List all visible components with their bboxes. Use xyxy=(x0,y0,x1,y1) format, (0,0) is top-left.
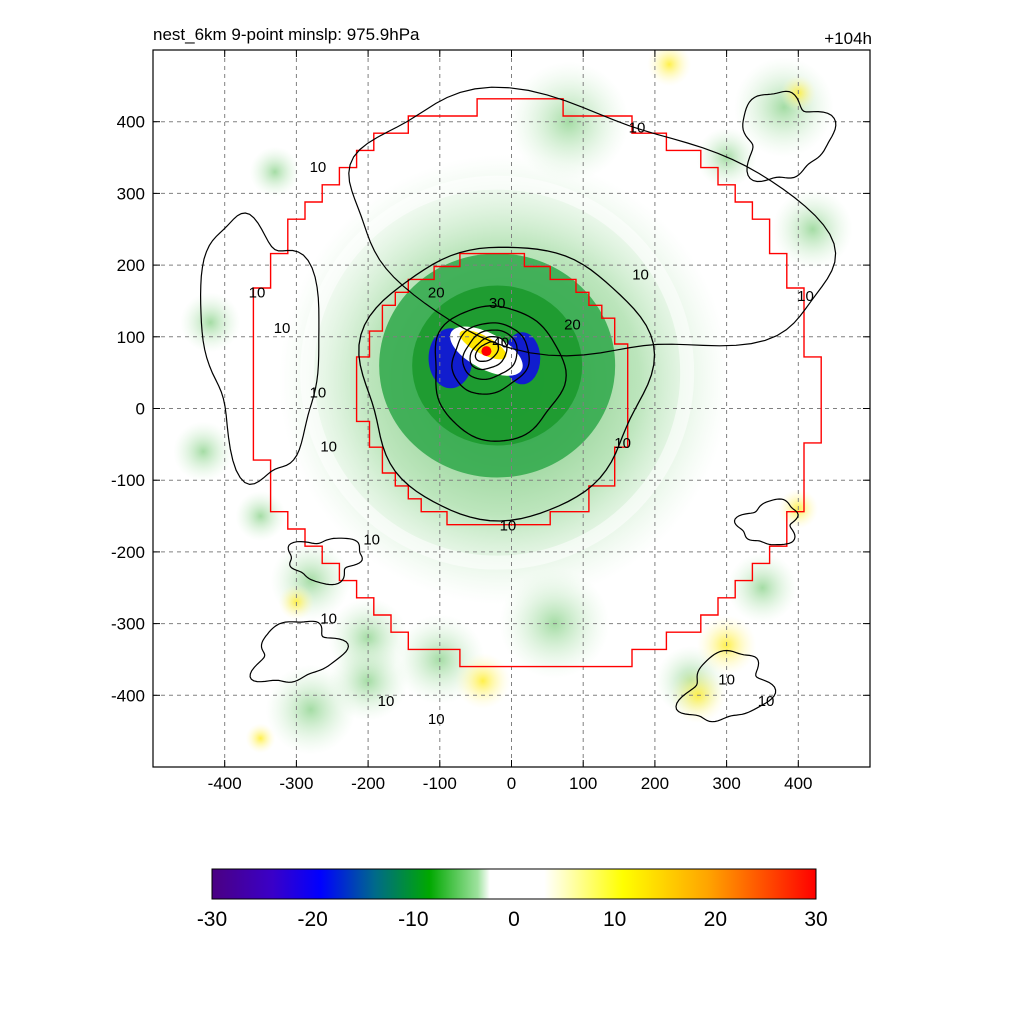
contour-label: 10 xyxy=(797,288,814,305)
colorbar-tick-label: -20 xyxy=(297,908,327,931)
y-axis: -400 -300 -200 -100 0 100 200 300 400 xyxy=(111,113,870,705)
field-green-blob xyxy=(235,491,286,542)
contour-line xyxy=(742,90,837,183)
y-tick-label: 200 xyxy=(117,256,145,275)
y-tick-label: -300 xyxy=(111,615,145,634)
colorbar-bar xyxy=(211,868,817,900)
center-marker xyxy=(481,346,492,357)
field-green-blob xyxy=(180,292,241,353)
contour-line xyxy=(461,329,518,381)
shaded-field xyxy=(173,50,853,755)
contour-label: 20 xyxy=(564,317,581,334)
field-yellow-blob xyxy=(647,50,692,87)
field-green-blob xyxy=(727,552,798,623)
contour-line xyxy=(287,537,363,586)
field-yellow-blob xyxy=(245,723,276,754)
field-green-blob xyxy=(249,146,300,197)
chart-title-left: nest_6km 9-point minslp: 975.9hPa xyxy=(153,25,420,44)
x-tick-label: 100 xyxy=(569,774,597,793)
x-tick-label: -100 xyxy=(423,774,457,793)
y-tick-label: 400 xyxy=(117,113,145,132)
contour-label: 30 xyxy=(489,295,506,312)
contour-label: 10 xyxy=(428,711,445,728)
contour-line xyxy=(733,498,799,546)
contour-line xyxy=(434,305,567,442)
contour-label: 10 xyxy=(320,439,337,456)
contour-line xyxy=(474,341,500,362)
x-tick-label: -400 xyxy=(208,774,242,793)
contour-label: 10 xyxy=(310,385,327,402)
contour-line xyxy=(358,246,656,522)
colorbar-tick-label: 20 xyxy=(704,908,727,931)
contour-label: 10 xyxy=(378,693,395,710)
colorbar-tick-label: -10 xyxy=(398,908,428,931)
y-tick-label: -400 xyxy=(111,686,145,705)
contour-label: 40 xyxy=(492,335,509,352)
x-tick-label: 400 xyxy=(784,774,812,793)
field-yellow-blob xyxy=(454,652,511,709)
outer-boundary xyxy=(252,98,822,668)
y-tick-label: -200 xyxy=(111,543,145,562)
contour-label: 10 xyxy=(500,517,517,534)
field-green-blob xyxy=(508,61,629,182)
contour-label: 10 xyxy=(758,693,775,710)
colorbar-tick-label: 10 xyxy=(603,908,626,931)
inner-boundary xyxy=(355,252,629,526)
x-tick-label: -300 xyxy=(279,774,313,793)
x-axis: -400 -300 -200 -100 0 100 200 300 400 xyxy=(208,50,812,793)
x-tick-label: 0 xyxy=(507,774,516,793)
y-tick-label: 300 xyxy=(117,184,145,203)
contour-label: 10 xyxy=(249,284,266,301)
field-ring-gap xyxy=(300,175,695,570)
contour-line xyxy=(469,335,508,371)
contour-label: 10 xyxy=(320,611,337,628)
contour-line xyxy=(675,649,777,723)
contour-line xyxy=(199,212,320,486)
colorbar-tick-label: 30 xyxy=(804,908,827,931)
chart-title-right: +104h xyxy=(824,29,872,48)
contour-label: 10 xyxy=(614,435,631,452)
boundary-line xyxy=(252,98,822,668)
contour-label: 10 xyxy=(310,159,327,176)
contour-label: 10 xyxy=(718,672,735,689)
field-green-blob xyxy=(328,640,409,721)
contour-label: 10 xyxy=(632,266,649,283)
contour-line xyxy=(249,620,350,683)
y-tick-label: -100 xyxy=(111,471,145,490)
y-tick-label: 0 xyxy=(136,400,145,419)
colorbar-tick-label: -30 xyxy=(197,908,227,931)
contour-label: 10 xyxy=(629,119,646,136)
colorbar: -30 -20 -10 0 10 20 30 xyxy=(197,868,828,931)
contour-label: 20 xyxy=(428,284,445,301)
y-tick-label: 100 xyxy=(117,328,145,347)
x-tick-label: 300 xyxy=(712,774,740,793)
contour-line xyxy=(348,86,837,357)
colorbar-tick-label: 0 xyxy=(508,908,520,931)
contour-lines: 10 10 10 10 10 10 10 10 10 10 10 10 10 10 10 10 20 20 30 40 xyxy=(199,86,837,728)
field-green-blob xyxy=(173,421,234,482)
field-green-blob xyxy=(772,189,853,270)
contour-line xyxy=(451,322,530,395)
contour-label: 10 xyxy=(274,320,291,337)
contour-label: 10 xyxy=(363,532,380,549)
x-tick-label: -200 xyxy=(351,774,385,793)
x-tick-label: 200 xyxy=(641,774,669,793)
